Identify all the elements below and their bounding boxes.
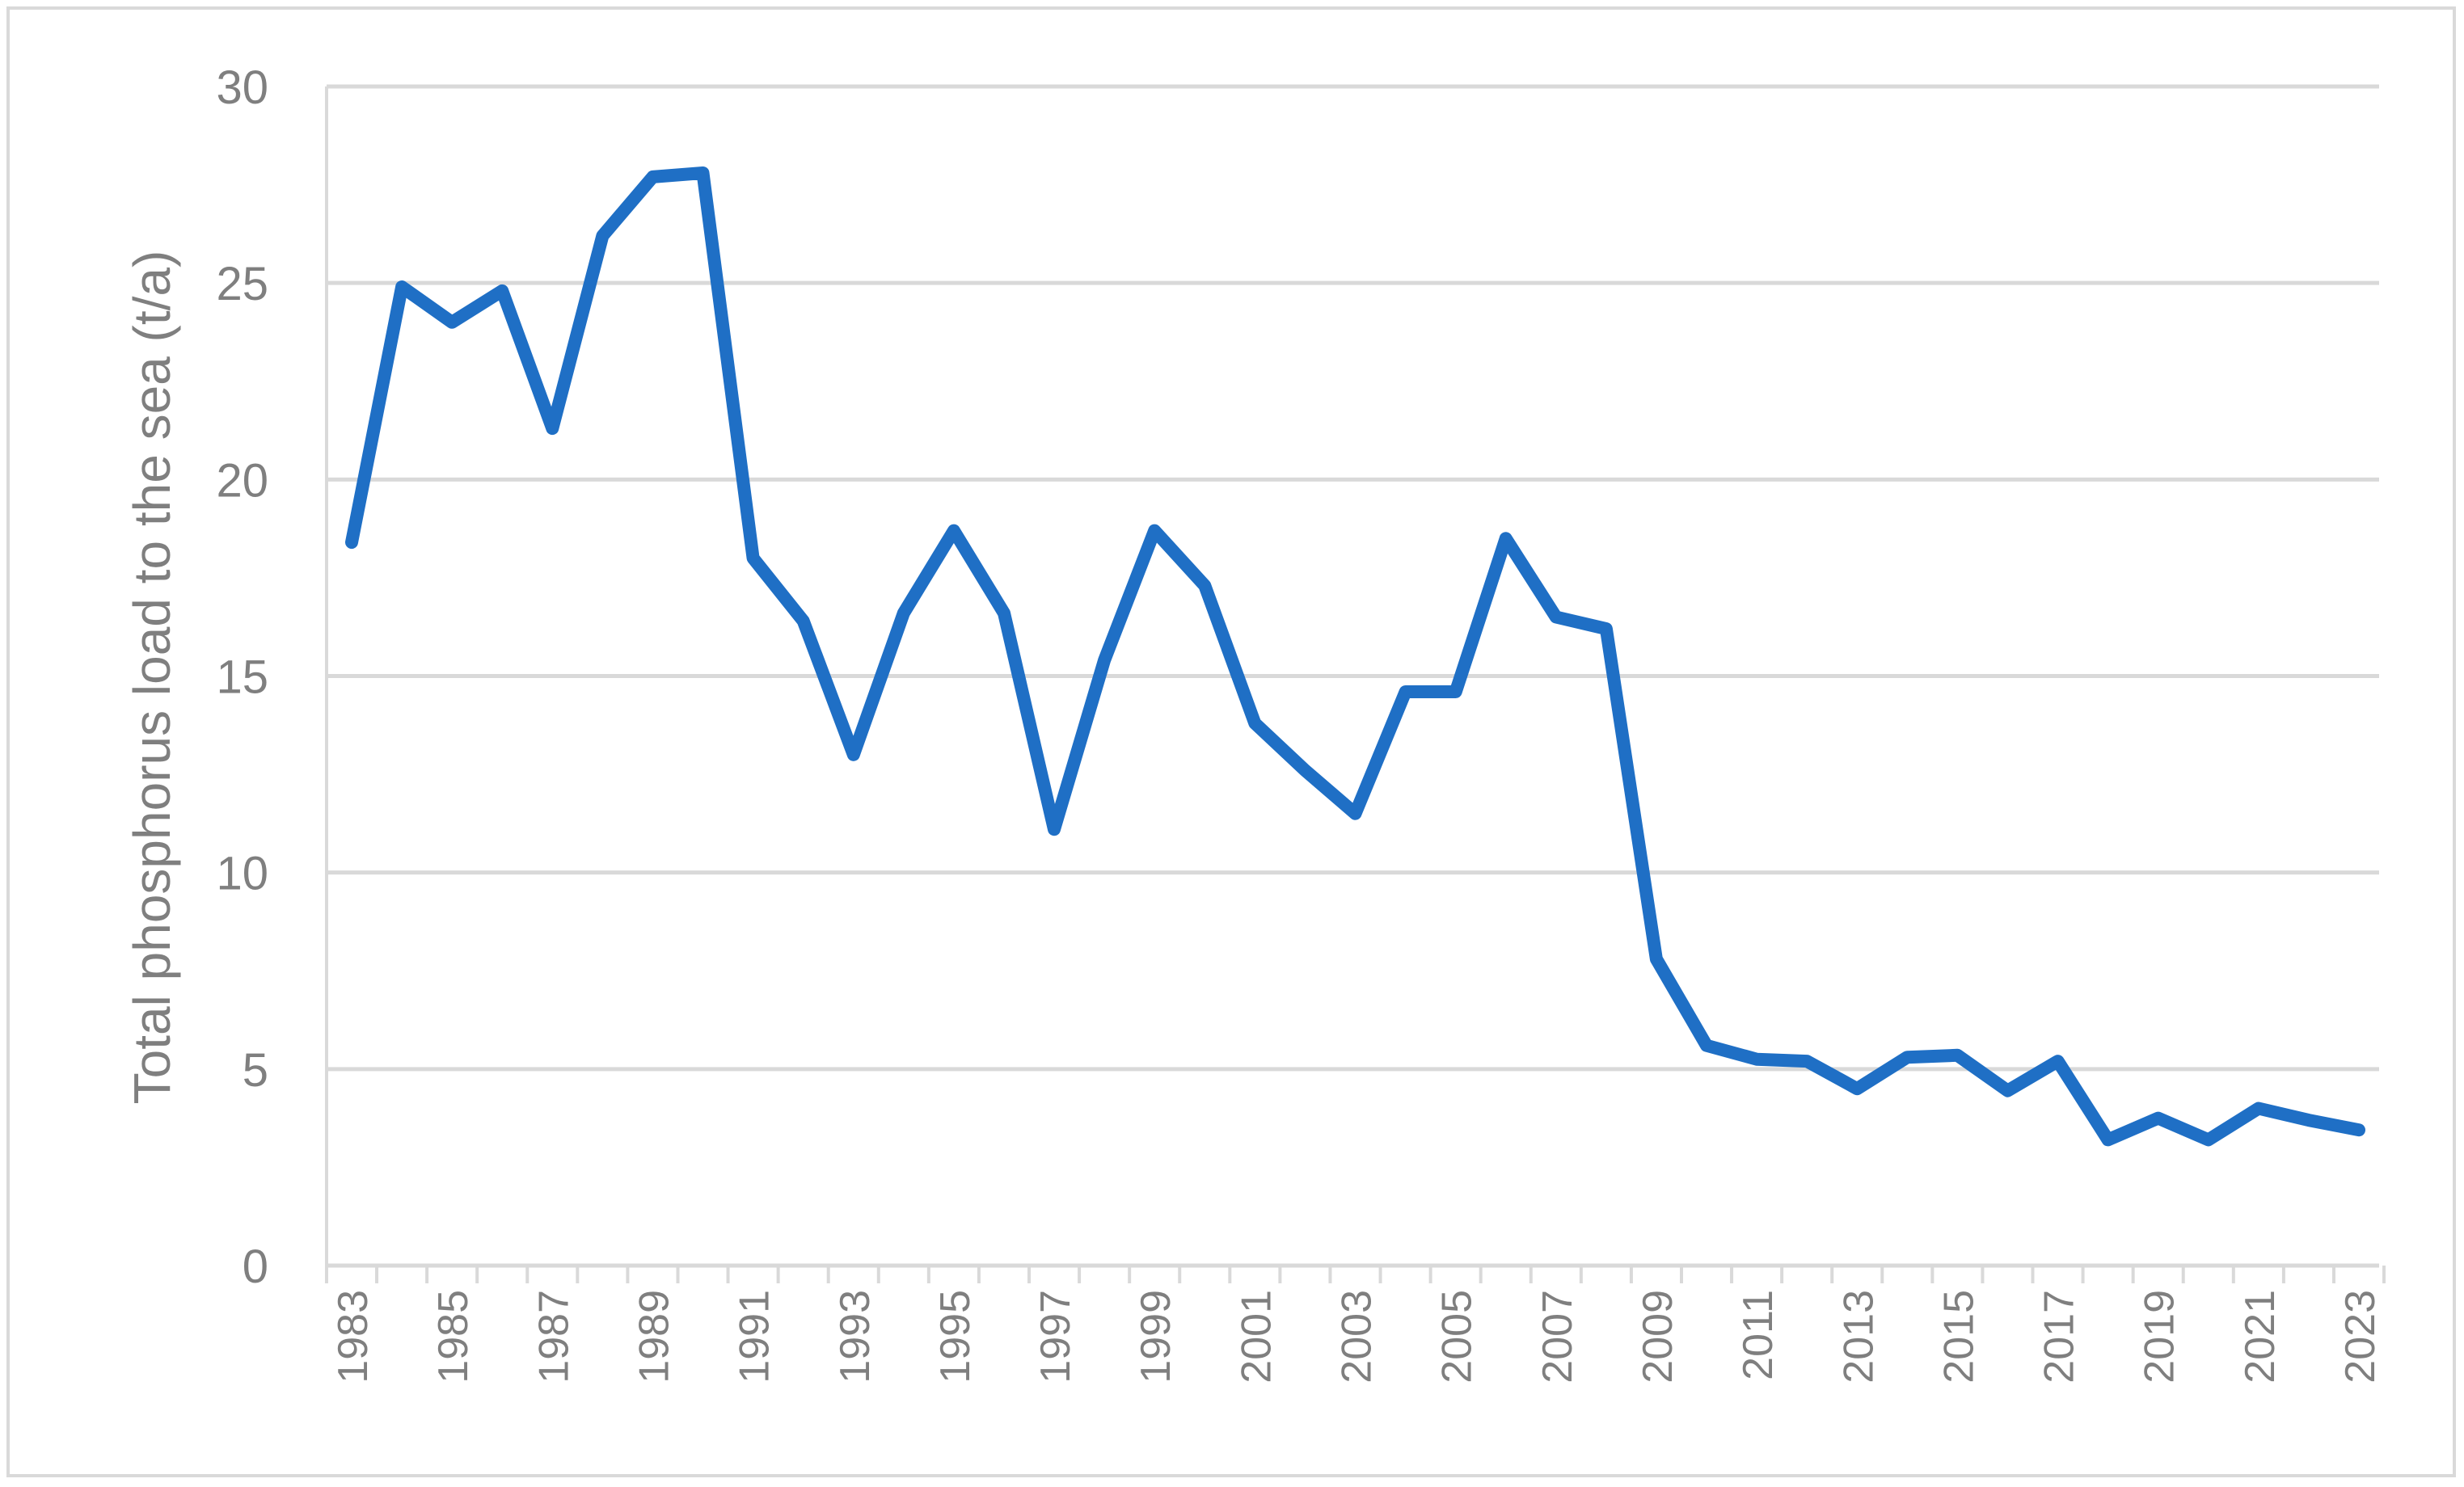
- x-tick-label: 1983: [330, 1290, 377, 1384]
- x-tick-label: 2009: [1635, 1290, 1681, 1384]
- y-tick-label: 0: [243, 1241, 268, 1293]
- x-tick-label: 1999: [1133, 1290, 1179, 1384]
- series-layer: [345, 166, 2365, 1147]
- x-tick-label: 2007: [1534, 1290, 1581, 1384]
- x-tick-label: 1987: [530, 1290, 577, 1384]
- x-tick-label: 1991: [732, 1290, 778, 1384]
- x-tick-label: 1995: [932, 1290, 979, 1384]
- axes: [324, 86, 2386, 1283]
- y-tick-label: 10: [216, 848, 268, 900]
- x-tick-label: 1989: [631, 1290, 677, 1384]
- x-tick-label: 2021: [2237, 1290, 2284, 1384]
- x-tick-label: 2003: [1334, 1290, 1381, 1384]
- y-tick-label: 25: [216, 258, 268, 310]
- x-tick-label: 2005: [1434, 1290, 1481, 1384]
- chart-frame: [6, 6, 2456, 1477]
- x-tick-label: 2019: [2137, 1290, 2183, 1384]
- y-tick-label: 30: [216, 61, 268, 114]
- x-tick-label: 2023: [2337, 1290, 2384, 1384]
- x-tick-label: 1985: [430, 1290, 477, 1384]
- x-tick-label: 2011: [1735, 1290, 1782, 1380]
- x-tick-label: 2013: [1835, 1290, 1882, 1384]
- x-tick-label: 2017: [2036, 1290, 2083, 1384]
- tick-labels: 0 5 10 15 20 25 30 1983 1985 1987 1989 1991 1993 1995…: [216, 61, 2384, 1384]
- x-tick-label: 1997: [1032, 1290, 1079, 1384]
- y-axis-title: Total phosphorus load to the sea (t/a): [123, 251, 181, 1105]
- x-tick-label: 2015: [1935, 1290, 1982, 1384]
- y-tick-label: 15: [216, 651, 268, 704]
- gridlines: [327, 84, 2379, 1072]
- x-tick-label: 1993: [832, 1290, 879, 1384]
- series-line: [345, 166, 2365, 1147]
- x-tick-label: 2001: [1233, 1290, 1280, 1384]
- y-tick-label: 20: [216, 454, 268, 507]
- y-tick-label: 5: [243, 1044, 268, 1097]
